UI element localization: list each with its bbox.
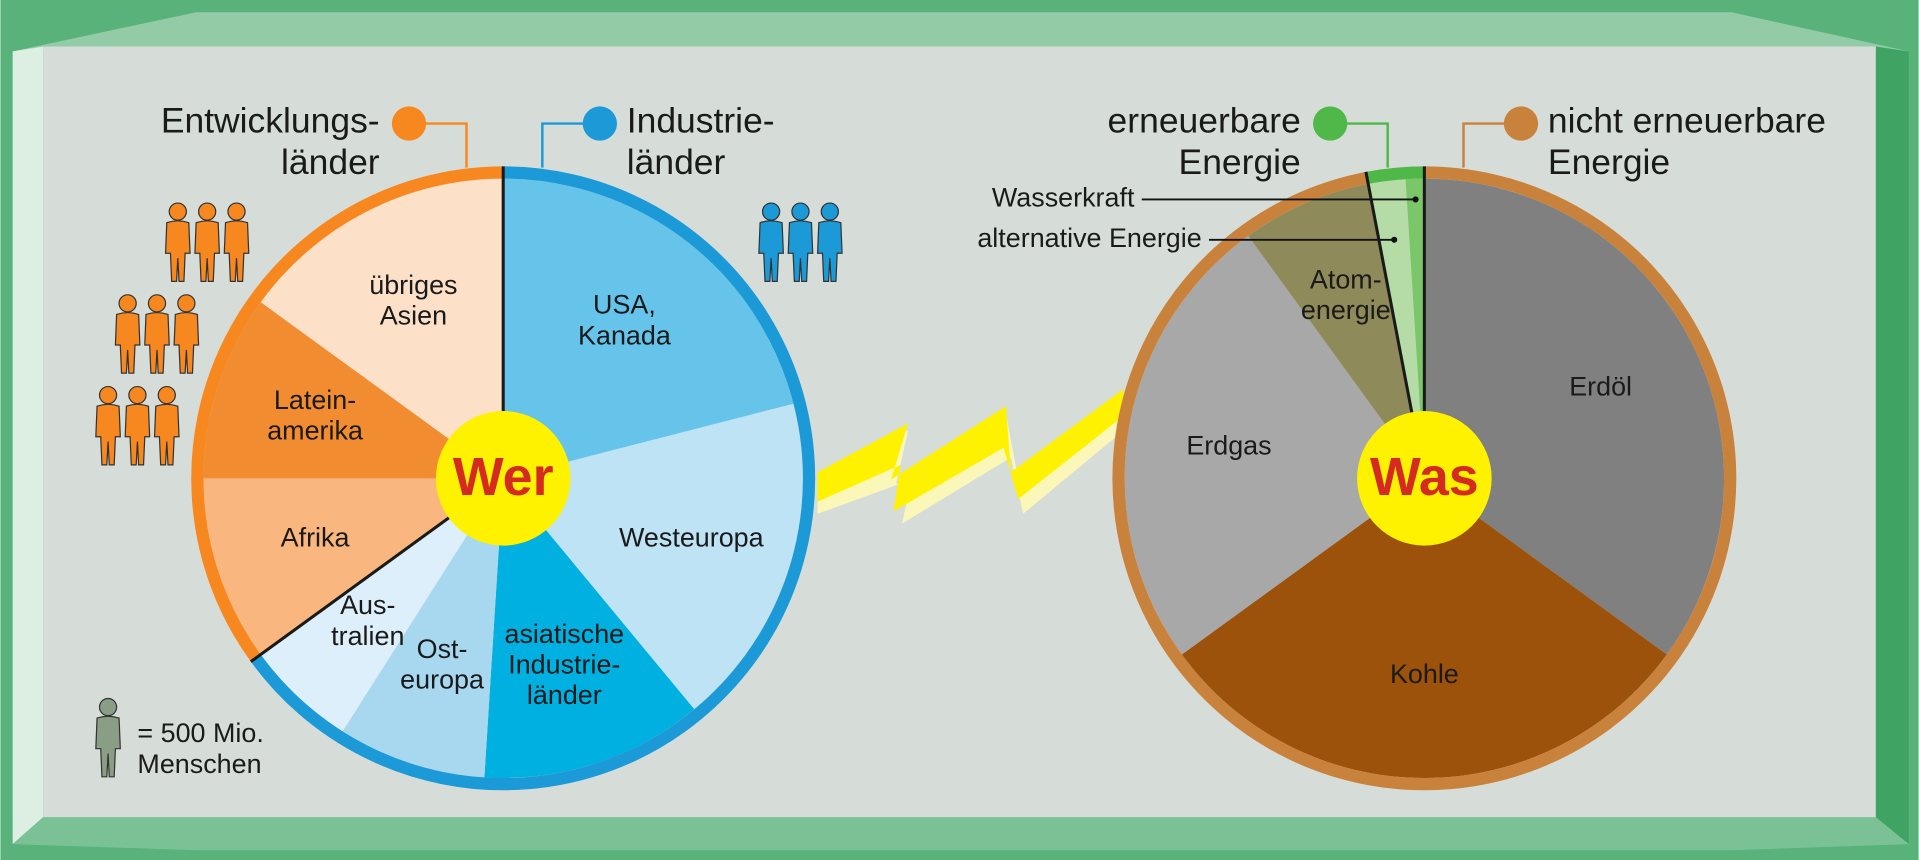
- person-head: [129, 387, 146, 404]
- slice-label: Aus-tralien: [331, 590, 404, 651]
- legend-label: = 500 Mio.Menschen: [137, 718, 263, 779]
- leader-dot: [1413, 196, 1419, 202]
- group-marker: [392, 106, 426, 140]
- person-head: [169, 203, 186, 220]
- slice-label: Afrika: [281, 523, 350, 553]
- person-head: [792, 203, 809, 220]
- frame-bottom: [13, 817, 1909, 850]
- person-head: [119, 295, 136, 312]
- person-head: [228, 203, 245, 220]
- group-marker: [1313, 106, 1347, 140]
- group-marker: [1504, 106, 1538, 140]
- person-head: [821, 203, 838, 220]
- slice-label: Wasserkraft: [992, 183, 1135, 213]
- slice-label: alternative Energie: [977, 223, 1201, 253]
- frame-top: [13, 12, 1909, 51]
- person-head: [100, 387, 117, 404]
- group-marker: [583, 106, 617, 140]
- center-label: Wer: [453, 447, 554, 507]
- group-ring: [1367, 172, 1424, 177]
- center-label: Was: [1370, 447, 1479, 507]
- person-head: [199, 203, 216, 220]
- infographic: USA,KanadaWesteuropaasiatischeIndustrie-…: [0, 0, 1919, 860]
- slice-label: Latein-amerika: [267, 385, 363, 446]
- person-head: [148, 295, 165, 312]
- slice-label: Westeuropa: [619, 523, 764, 553]
- slice-label: Atom-energie: [1301, 265, 1391, 326]
- person-head: [763, 203, 780, 220]
- frame-right: [1876, 46, 1909, 844]
- leader-dot: [1391, 237, 1397, 243]
- slice-label: Kohle: [1390, 659, 1459, 689]
- page: {"chart_data": [ {"type": "pie", "center…: [0, 0, 1919, 860]
- person-head: [158, 387, 175, 404]
- slice-label: Erdgas: [1186, 430, 1271, 460]
- slice-label: Erdöl: [1569, 372, 1632, 402]
- person-head: [178, 295, 195, 312]
- frame-left: [13, 46, 44, 844]
- person-head: [100, 699, 117, 716]
